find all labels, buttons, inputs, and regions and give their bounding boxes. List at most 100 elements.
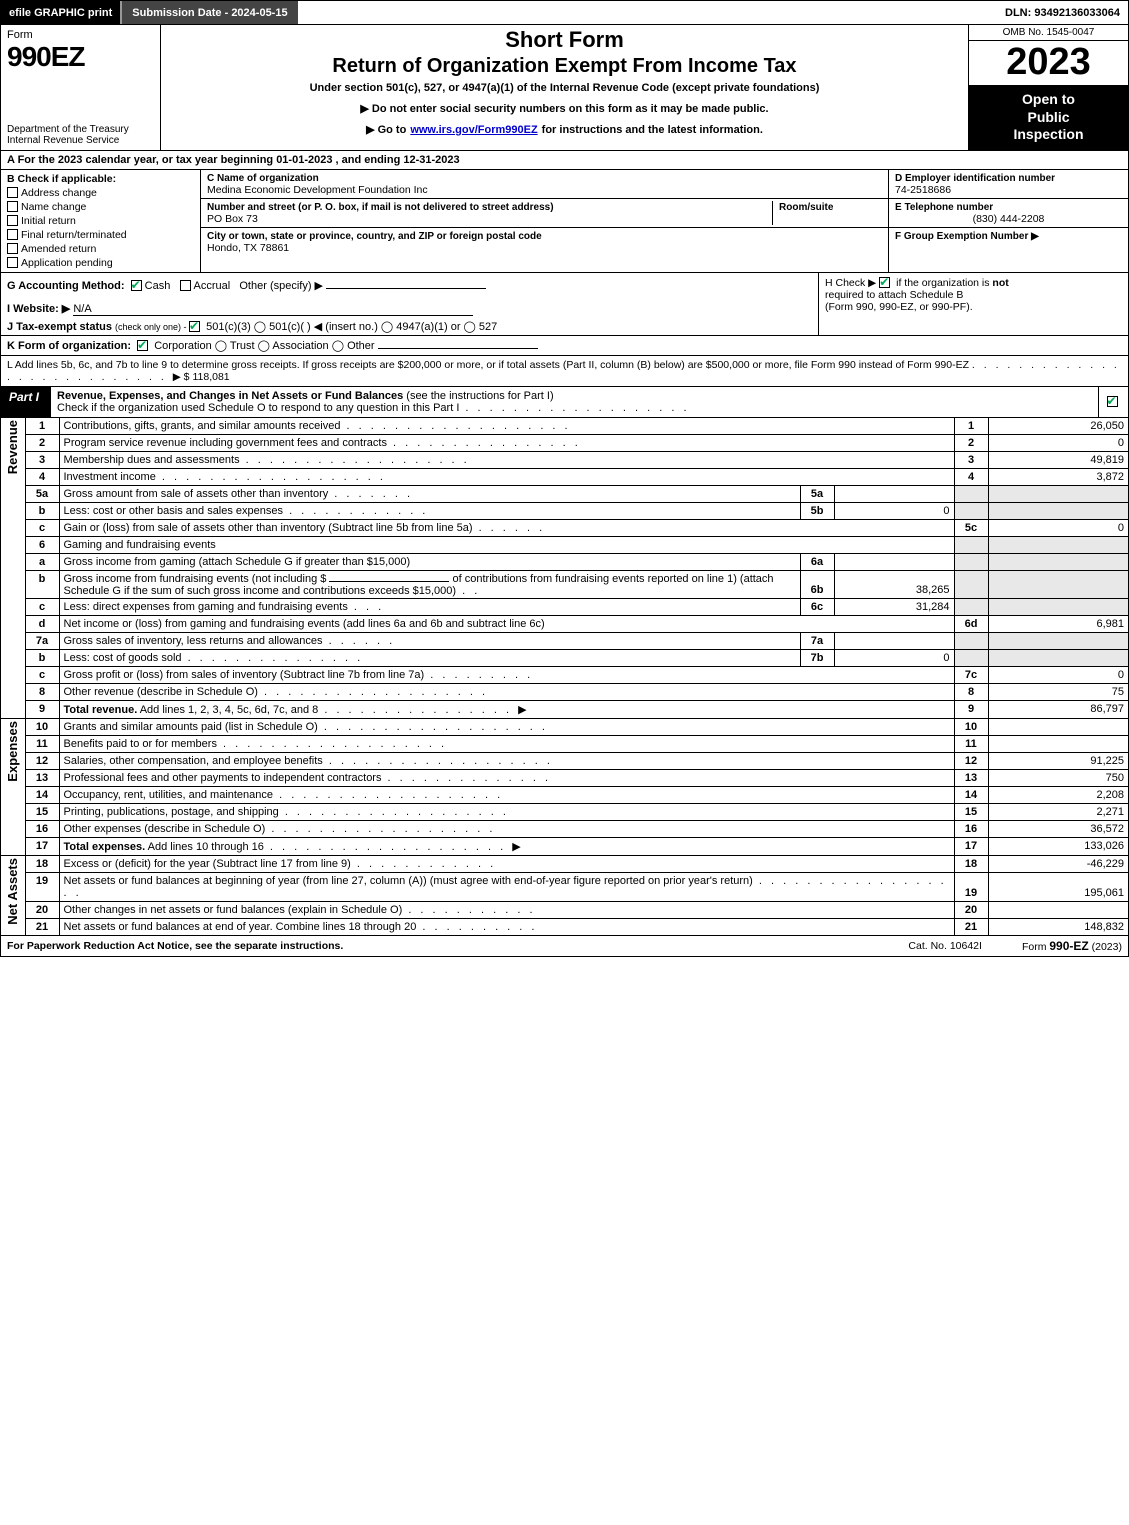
chk-initial-return[interactable]: Initial return xyxy=(7,215,194,227)
c-name-value: Medina Economic Development Foundation I… xyxy=(207,184,428,196)
c-addr-label: Number and street (or P. O. box, if mail… xyxy=(207,202,554,213)
k-label: K Form of organization: xyxy=(7,340,131,352)
chk-name-change[interactable]: Name change xyxy=(7,201,194,213)
e-label: E Telephone number xyxy=(895,202,993,213)
c-addr-value: PO Box 73 xyxy=(207,213,258,225)
line-6a: a Gross income from gaming (attach Sched… xyxy=(1,553,1128,570)
line-19: 19 Net assets or fund balances at beginn… xyxy=(1,872,1128,901)
footer-right: Form 990-EZ (2023) xyxy=(1022,939,1122,953)
chk-final-return[interactable]: Final return/terminated xyxy=(7,229,194,241)
j-sub: (check only one) - xyxy=(115,322,189,332)
form-page: efile GRAPHIC print Submission Date - 20… xyxy=(0,0,1129,957)
part-1-header: Part I Revenue, Expenses, and Changes in… xyxy=(1,387,1128,418)
i-label: I Website: ▶ xyxy=(7,303,70,315)
f-group-row: F Group Exemption Number ▶ xyxy=(889,228,1128,272)
amt-16: 36,572 xyxy=(988,820,1128,837)
top-bar: efile GRAPHIC print Submission Date - 20… xyxy=(1,1,1128,25)
line-4: 4 Investment income . . . . . . . . . . … xyxy=(1,468,1128,485)
amt-9: 86,797 xyxy=(988,700,1128,718)
amt-5c: 0 xyxy=(988,519,1128,536)
line-7a: 7a Gross sales of inventory, less return… xyxy=(1,632,1128,649)
header-left: Form 990EZ Department of the Treasury In… xyxy=(1,25,161,150)
h-schedule-b: H Check ▶ if the organization is not req… xyxy=(818,273,1128,335)
goto-prefix: ▶ Go to xyxy=(366,123,406,136)
row-k: K Form of organization: Corporation ◯ Tr… xyxy=(1,336,1128,356)
h-text1: H Check ▶ xyxy=(825,277,876,289)
chk-accrual[interactable] xyxy=(180,280,191,291)
line-6d: d Net income or (loss) from gaming and f… xyxy=(1,615,1128,632)
amt-17: 133,026 xyxy=(988,837,1128,855)
e-phone-value: (830) 444-2208 xyxy=(895,213,1122,225)
open-line1: Open to xyxy=(1022,91,1075,107)
header-center: Short Form Return of Organization Exempt… xyxy=(161,25,968,150)
6b-blank[interactable] xyxy=(329,581,449,582)
line-6b: b Gross income from fundraising events (… xyxy=(1,570,1128,598)
page-footer: For Paperwork Reduction Act Notice, see … xyxy=(1,935,1128,956)
g-label: G Accounting Method: xyxy=(7,280,125,292)
row-a-tax-year: A For the 2023 calendar year, or tax yea… xyxy=(1,151,1128,170)
chk-501c3[interactable] xyxy=(189,321,200,332)
chk-cash[interactable] xyxy=(131,280,142,291)
line-6c: c Less: direct expenses from gaming and … xyxy=(1,598,1128,615)
amt-6b: 38,265 xyxy=(834,570,954,598)
line-9: 9 Total revenue. Total revenue. Add line… xyxy=(1,700,1128,718)
efile-print-label[interactable]: efile GRAPHIC print xyxy=(1,1,120,24)
h-not: not xyxy=(992,277,1008,289)
line-11: 11 Benefits paid to or for members . . .… xyxy=(1,735,1128,752)
ssn-warning: ▶ Do not enter social security numbers o… xyxy=(360,102,768,115)
short-form-title: Short Form xyxy=(505,27,624,53)
part-1-title-text: Revenue, Expenses, and Changes in Net As… xyxy=(57,390,403,402)
part-1-schedule-o-check[interactable] xyxy=(1098,387,1128,417)
amt-1: 26,050 xyxy=(988,418,1128,435)
irs-link[interactable]: www.irs.gov/Form990EZ xyxy=(410,124,537,136)
line-17: 17 Total expenses. Add lines 10 through … xyxy=(1,837,1128,855)
k-opts: Corporation ◯ Trust ◯ Association ◯ Othe… xyxy=(154,340,374,352)
footer-left: For Paperwork Reduction Act Notice, see … xyxy=(7,940,868,952)
h-text3: required to attach Schedule B xyxy=(825,289,963,301)
footer-center: Cat. No. 10642I xyxy=(908,940,982,952)
form-title: Return of Organization Exempt From Incom… xyxy=(332,55,796,78)
chk-corporation[interactable] xyxy=(137,340,148,351)
expenses-sidebar: Expenses xyxy=(1,718,25,855)
part-1-paren: (see the instructions for Part I) xyxy=(406,390,553,402)
part-1-sub: Check if the organization used Schedule … xyxy=(57,402,1092,414)
line-21: 21 Net assets or fund balances at end of… xyxy=(1,918,1128,935)
form-header: Form 990EZ Department of the Treasury In… xyxy=(1,25,1128,151)
spacer xyxy=(298,1,997,24)
open-line2: Public xyxy=(1027,109,1069,125)
tax-year: 2023 xyxy=(969,41,1128,85)
revenue-sidebar: Revenue xyxy=(1,418,25,719)
form-word: Form xyxy=(7,29,154,41)
line-15: 15 Printing, publications, postage, and … xyxy=(1,803,1128,820)
amt-21: 148,832 xyxy=(988,918,1128,935)
amt-13: 750 xyxy=(988,769,1128,786)
line-20: 20 Other changes in net assets or fund b… xyxy=(1,901,1128,918)
g-accounting: G Accounting Method: Cash Accrual Other … xyxy=(1,273,818,335)
line-2: 2 Program service revenue including gove… xyxy=(1,434,1128,451)
amt-12: 91,225 xyxy=(988,752,1128,769)
chk-amended-return[interactable]: Amended return xyxy=(7,243,194,255)
amt-14: 2,208 xyxy=(988,786,1128,803)
amt-6c: 31,284 xyxy=(834,598,954,615)
chk-sched-b[interactable] xyxy=(879,277,890,288)
amt-19: 195,061 xyxy=(988,872,1128,901)
k-other-line[interactable] xyxy=(378,348,538,349)
j-label: J Tax-exempt status xyxy=(7,321,112,333)
g-other-line[interactable] xyxy=(326,288,486,289)
line-16: 16 Other expenses (describe in Schedule … xyxy=(1,820,1128,837)
h-text4: (Form 990, 990-EZ, or 990-PF). xyxy=(825,301,973,313)
amt-15: 2,271 xyxy=(988,803,1128,820)
amt-8: 75 xyxy=(988,683,1128,700)
goto-link-line: ▶ Go to www.irs.gov/Form990EZ for instru… xyxy=(366,123,763,136)
amt-7c: 0 xyxy=(988,666,1128,683)
chk-application-pending[interactable]: Application pending xyxy=(7,257,194,269)
d-label: D Employer identification number xyxy=(895,173,1055,184)
b-label: B Check if applicable: xyxy=(7,173,116,185)
submission-date-label: Submission Date - 2024-05-15 xyxy=(120,1,297,24)
header-right: OMB No. 1545-0047 2023 Open to Public In… xyxy=(968,25,1128,150)
part-1-title: Revenue, Expenses, and Changes in Net As… xyxy=(51,387,1098,417)
chk-address-change[interactable]: Address change xyxy=(7,187,194,199)
amt-2: 0 xyxy=(988,434,1128,451)
i-website-value: N/A xyxy=(73,303,473,316)
amt-4: 3,872 xyxy=(988,468,1128,485)
